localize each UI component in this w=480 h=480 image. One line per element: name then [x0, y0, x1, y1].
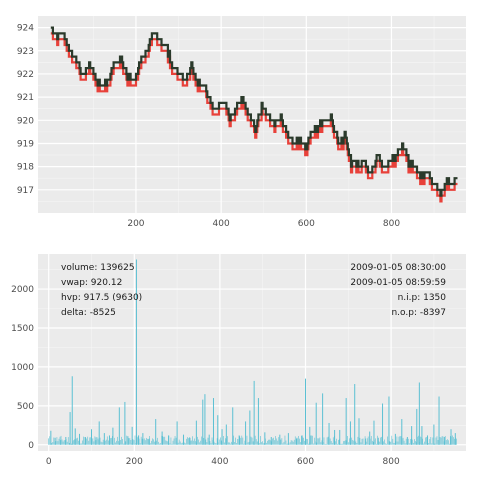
y-tick-label: 917 [17, 186, 34, 196]
y-tick-label: 918 [17, 163, 34, 173]
annotation-start-time: 2009-01-05 08:30:00 [350, 263, 446, 273]
price-series [50, 26, 458, 203]
x-tick-label: 800 [383, 219, 400, 229]
y-tick-label: 1500 [11, 324, 34, 334]
price-tick-labels: 200 400 600 800 917 918 919 920 921 922 923 924 [17, 24, 401, 229]
annotation-vwap: vwap: 920.12 [61, 278, 122, 288]
y-tick-label: 923 [17, 47, 34, 57]
y-tick-label: 500 [17, 402, 34, 412]
x-tick-label: 600 [298, 219, 315, 229]
x-tick-label: 400 [211, 457, 228, 467]
price-panel: 200 400 600 800 917 918 919 920 921 922 923 924 [17, 16, 466, 229]
x-tick-label: 400 [213, 219, 230, 229]
annotation-nip: n.i.p: 1350 [398, 293, 447, 303]
ask-price-line [50, 26, 458, 197]
x-tick-label: 600 [297, 457, 314, 467]
y-tick-label: 922 [17, 70, 34, 80]
y-tick-label: 919 [17, 139, 34, 149]
x-tick-label: 800 [383, 457, 400, 467]
volume-panel: 0 200 400 600 800 0 500 1000 1500 2000 volume: 13… [11, 254, 466, 467]
y-tick-label: 924 [17, 24, 34, 34]
volume-panel-background [38, 254, 466, 451]
y-tick-label: 2000 [11, 285, 34, 295]
annotation-volume: volume: 139625 [61, 263, 135, 273]
annotation-delta: delta: -8525 [61, 308, 116, 318]
y-tick-label: 1000 [11, 363, 34, 373]
y-tick-label: 920 [17, 116, 34, 126]
volume-bars [48, 259, 457, 445]
x-tick-label: 0 [46, 457, 52, 467]
annotation-end-time: 2009-01-05 08:59:59 [350, 278, 446, 288]
annotation-nop: n.o.p: -8397 [391, 308, 446, 318]
volume-tick-labels: 0 200 400 600 800 0 500 1000 1500 2000 [11, 285, 400, 467]
stats-annotations-right: 2009-01-05 08:30:00 2009-01-05 08:59:59 … [350, 263, 446, 318]
x-tick-label: 200 [127, 219, 144, 229]
y-tick-label: 0 [28, 441, 34, 451]
y-tick-label: 921 [17, 93, 34, 103]
x-tick-label: 200 [126, 457, 143, 467]
annotation-hvp: hvp: 917.5 (9630) [61, 293, 142, 303]
stats-annotations-left: volume: 139625 vwap: 920.12 hvp: 917.5 (… [61, 263, 142, 318]
